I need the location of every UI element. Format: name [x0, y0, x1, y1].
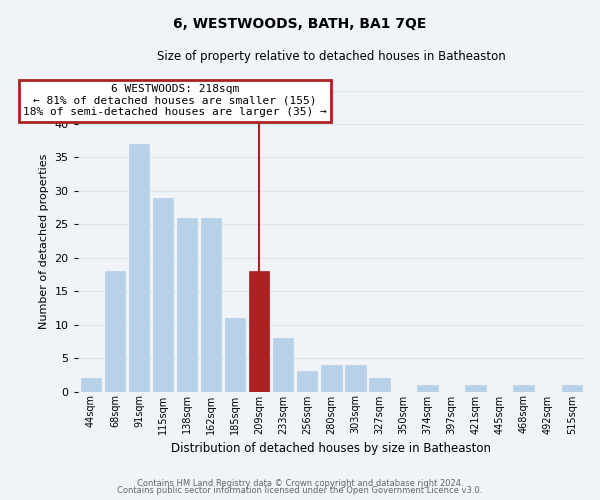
- Bar: [104, 271, 125, 392]
- Text: Contains public sector information licensed under the Open Government Licence v3: Contains public sector information licen…: [118, 486, 482, 495]
- Bar: [321, 365, 341, 392]
- Bar: [514, 385, 534, 392]
- Bar: [562, 385, 582, 392]
- Bar: [417, 385, 438, 392]
- Text: 6, WESTWOODS, BATH, BA1 7QE: 6, WESTWOODS, BATH, BA1 7QE: [173, 18, 427, 32]
- Title: Size of property relative to detached houses in Batheaston: Size of property relative to detached ho…: [157, 50, 506, 63]
- Bar: [297, 372, 317, 392]
- Bar: [153, 198, 173, 392]
- Bar: [129, 144, 149, 392]
- Text: 6 WESTWOODS: 218sqm
← 81% of detached houses are smaller (155)
18% of semi-detac: 6 WESTWOODS: 218sqm ← 81% of detached ho…: [23, 84, 327, 117]
- Bar: [466, 385, 486, 392]
- Bar: [225, 318, 245, 392]
- Bar: [369, 378, 389, 392]
- Bar: [80, 378, 101, 392]
- X-axis label: Distribution of detached houses by size in Batheaston: Distribution of detached houses by size …: [172, 442, 491, 455]
- Bar: [273, 338, 293, 392]
- Bar: [249, 271, 269, 392]
- Text: Contains HM Land Registry data © Crown copyright and database right 2024.: Contains HM Land Registry data © Crown c…: [137, 478, 463, 488]
- Bar: [201, 218, 221, 392]
- Y-axis label: Number of detached properties: Number of detached properties: [39, 154, 49, 328]
- Bar: [345, 365, 365, 392]
- Bar: [177, 218, 197, 392]
